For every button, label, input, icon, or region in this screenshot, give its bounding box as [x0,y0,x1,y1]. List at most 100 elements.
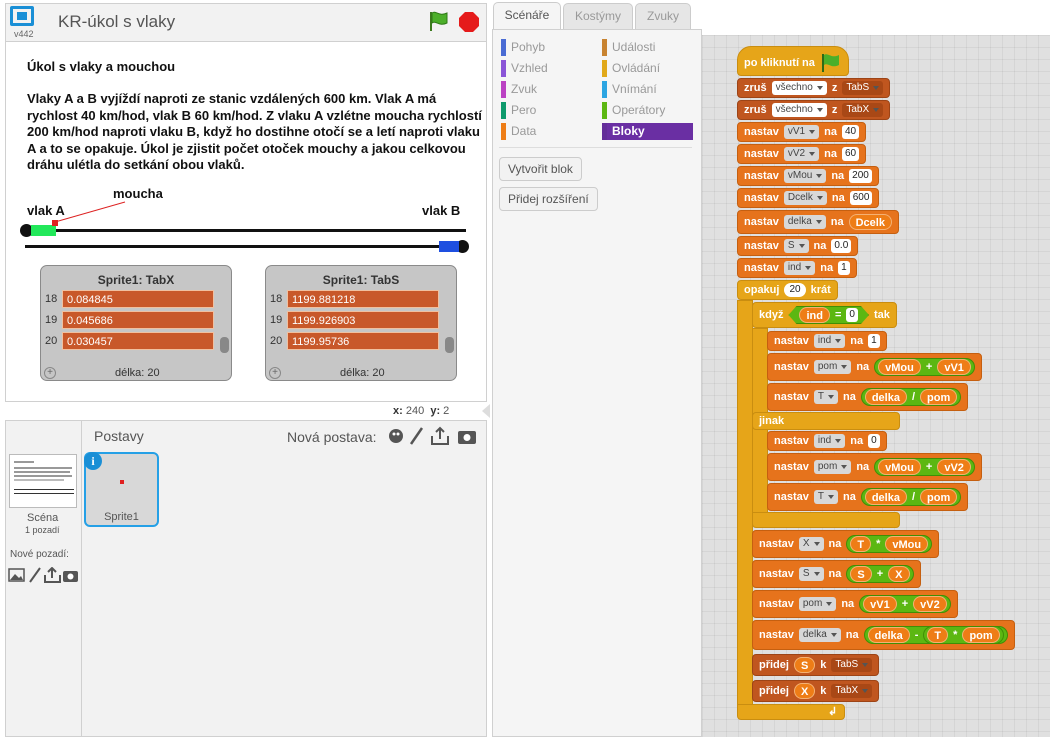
variable-reporter[interactable]: T [850,536,872,552]
value-input[interactable]: 0 [868,434,880,448]
variable-reporter[interactable]: vV1 [937,359,971,375]
variable-dropdown[interactable]: vV1 [783,125,820,139]
set-variable-block[interactable]: nastav T na delka / pom [767,383,969,411]
list-item[interactable]: 0.045686 [62,311,214,329]
green-flag-icon[interactable] [428,10,450,32]
variable-reporter[interactable]: X [793,683,816,699]
category-looks[interactable]: Vzhled [501,60,548,77]
list-item[interactable]: 0.030457 [62,332,214,350]
set-variable-block[interactable]: nastav ind na 0 [767,431,887,451]
list-item[interactable]: 0.084845 [62,290,214,308]
variable-dropdown[interactable]: S [783,239,809,253]
stop-icon[interactable] [459,12,479,32]
variable-dropdown[interactable]: delka [798,628,841,642]
variable-dropdown[interactable]: pom [798,597,837,611]
variable-reporter[interactable]: vV2 [913,596,947,612]
value-input[interactable]: 1 [838,261,850,275]
subtract-operator[interactable]: delka - T * pom [863,626,1008,644]
set-variable-block[interactable]: nastav S na S + X [752,560,921,588]
variable-dropdown[interactable]: delka [783,215,826,229]
when-flag-clicked-block[interactable]: po kliknutí na [737,46,849,76]
list-item[interactable]: 1199.95736 [287,332,439,350]
category-more-blocks[interactable]: Bloky [602,123,693,140]
value-input[interactable]: 200 [849,169,872,183]
list-item[interactable]: 1199.881218 [287,290,439,308]
tab-costumes[interactable]: Kostýmy [563,3,633,29]
variable-reporter[interactable]: vV1 [863,596,897,612]
variable-dropdown[interactable]: T [813,390,838,404]
sprite-library-icon[interactable] [389,429,403,443]
set-variable-block[interactable]: nastav pom na vMou + vV1 [767,353,982,381]
list-monitor-tabx[interactable]: Sprite1: TabX 18 0.084845 19 0.045686 20… [40,265,232,381]
value-input[interactable]: 1 [868,334,880,348]
repeat-count-input[interactable]: 20 [784,283,806,297]
repeat-block[interactable]: opakuj 20 krát [737,280,838,300]
variable-reporter[interactable]: delka [864,489,907,505]
project-title[interactable]: KR-úkol s vlaky [58,12,176,31]
category-events[interactable]: Události [602,39,655,56]
value-input[interactable]: 600 [849,191,873,205]
variable-reporter[interactable]: ind [799,307,830,323]
add-operator[interactable]: vMou + vV1 [874,358,975,376]
multiply-operator[interactable]: T * vMou [846,535,933,553]
variable-reporter[interactable]: vMou [878,359,921,375]
make-block-button[interactable]: Vytvořit blok [499,157,582,181]
category-pen[interactable]: Pero [501,102,536,119]
category-data[interactable]: Data [501,123,536,140]
set-variable-block[interactable]: nastav pom na vV1 + vV2 [752,590,958,618]
collapse-stage-icon[interactable] [482,404,490,418]
list-add-button[interactable]: + [269,367,281,379]
scene-thumbnail[interactable] [9,454,77,508]
variable-reporter[interactable]: S [793,657,816,673]
multiply-operator[interactable]: T * pom [923,626,1004,644]
variable-dropdown[interactable]: ind [813,434,846,448]
set-variable-block[interactable]: nastav ind na 1 [767,331,887,351]
tab-scripts[interactable]: Scénáře [493,2,561,30]
variable-reporter[interactable]: T [927,627,949,643]
category-motion[interactable]: Pohyb [501,39,545,56]
set-variable-block[interactable]: nastav Dcelk na 600 [737,188,880,208]
category-control[interactable]: Ovládání [602,60,660,77]
if-else-block[interactable]: když ind = 0 tak [752,302,897,328]
fullscreen-icon[interactable] [10,6,34,26]
upload-icon[interactable] [431,426,449,445]
category-sensing[interactable]: Vnímání [602,81,657,98]
add-operator[interactable]: vV1 + vV2 [859,595,951,613]
set-variable-block[interactable]: nastav vV1 na 40 [737,122,867,142]
variable-dropdown[interactable]: ind [783,261,816,275]
upload-icon[interactable] [44,567,61,583]
item-dropdown[interactable]: všechno [771,103,827,117]
variable-reporter[interactable]: pom [920,389,958,405]
variable-dropdown[interactable]: ind [813,334,846,348]
variable-reporter[interactable]: vMou [878,459,921,475]
add-operator[interactable]: vMou + vV2 [874,458,975,476]
list-dropdown[interactable]: TabX [842,103,884,117]
paint-brush-icon[interactable] [409,427,424,445]
variable-dropdown[interactable]: pom [813,460,852,474]
value-input[interactable]: 0 [846,308,858,322]
camera-icon[interactable] [63,571,78,582]
variable-reporter[interactable]: vV2 [937,459,971,475]
variable-reporter[interactable]: X [888,566,910,582]
set-variable-block[interactable]: nastav delka na delka - T * pom [752,620,1015,650]
camera-icon[interactable] [458,431,476,444]
variable-reporter[interactable]: pom [920,489,958,505]
variable-dropdown[interactable]: T [813,490,838,504]
list-dropdown[interactable]: TabS [842,81,884,95]
add-extension-button[interactable]: Přidej rozšíření [499,187,598,211]
set-variable-block[interactable]: nastav X na T * vMou [752,530,940,558]
variable-reporter[interactable]: delka [864,389,907,405]
paint-brush-icon[interactable] [29,567,41,583]
add-to-list-block[interactable]: přidej X k TabX [752,680,880,702]
variable-dropdown[interactable]: vV2 [783,147,820,161]
value-input[interactable]: 40 [841,125,860,139]
equals-operator[interactable]: ind = 0 [788,306,869,324]
list-scrollbar[interactable] [220,337,229,353]
sprite-info-icon[interactable]: i [84,452,102,470]
list-scrollbar[interactable] [445,337,454,353]
variable-dropdown[interactable]: X [798,537,824,551]
set-variable-block[interactable]: nastav T na delka / pom [767,483,969,511]
list-monitor-tabs[interactable]: Sprite1: TabS 18 1199.881218 19 1199.926… [265,265,457,381]
variable-dropdown[interactable]: S [798,567,824,581]
value-input[interactable]: 60 [841,147,860,161]
